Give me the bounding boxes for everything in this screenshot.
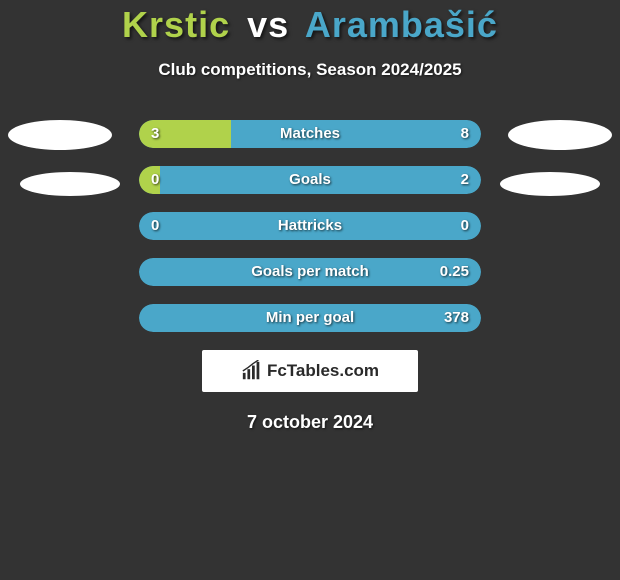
comparison-card: Krstic vs Arambašić Club competitions, S… (0, 0, 620, 433)
stats-area: 38Matches 02Goals 00Hattricks 0.25Goals per… (0, 120, 620, 332)
player2-name: Arambašić (305, 4, 498, 45)
player2-club-badge (500, 172, 600, 196)
stat-row: 378Min per goal (139, 304, 481, 332)
stat-label: Min per goal (139, 304, 481, 332)
stat-label: Goals (139, 166, 481, 194)
stat-row: 38Matches (139, 120, 481, 148)
stat-row: 00Hattricks (139, 212, 481, 240)
brand-text: FcTables.com (267, 361, 379, 381)
stat-row: 02Goals (139, 166, 481, 194)
stat-label: Hattricks (139, 212, 481, 240)
stat-row: 0.25Goals per match (139, 258, 481, 286)
subtitle: Club competitions, Season 2024/2025 (0, 60, 620, 80)
player1-avatar (8, 120, 112, 150)
player2-avatar (508, 120, 612, 150)
player1-name: Krstic (122, 4, 230, 45)
brand-badge[interactable]: FcTables.com (202, 350, 418, 392)
stat-label: Matches (139, 120, 481, 148)
player1-club-badge (20, 172, 120, 196)
vs-text: vs (247, 4, 289, 45)
stat-label: Goals per match (139, 258, 481, 286)
card-title: Krstic vs Arambašić (0, 4, 620, 46)
date-text: 7 october 2024 (0, 412, 620, 433)
stat-rows: 38Matches 02Goals 00Hattricks 0.25Goals per… (139, 120, 481, 332)
chart-icon (241, 360, 263, 382)
